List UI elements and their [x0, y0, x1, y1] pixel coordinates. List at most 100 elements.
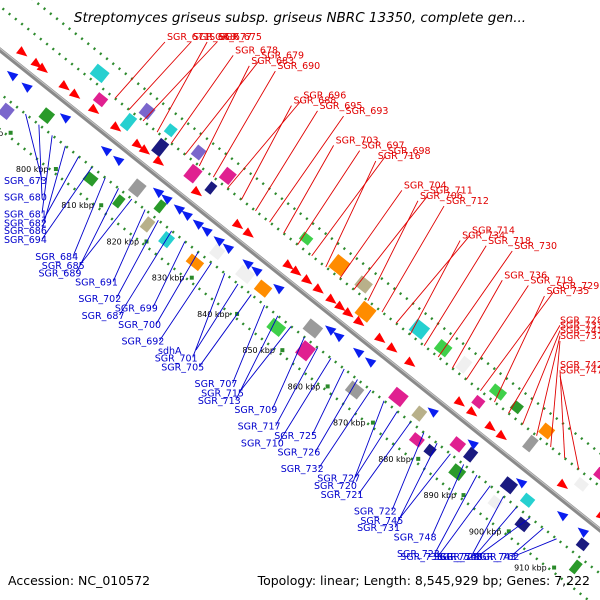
forward-gene-arrow[interactable] — [556, 478, 569, 490]
forward-gene-arrow[interactable] — [282, 259, 294, 270]
reverse-gene-arrow[interactable] — [515, 478, 528, 489]
feature-block[interactable] — [253, 279, 273, 298]
forward-gene-label[interactable]: SGR_697 — [362, 141, 405, 152]
forward-gene-arrow[interactable] — [595, 510, 600, 520]
reverse-gene-arrow[interactable] — [161, 194, 173, 205]
reverse-gene-arrow[interactable] — [557, 510, 569, 522]
forward-gene-label[interactable]: SGR_703 — [336, 135, 379, 146]
feature-block[interactable] — [455, 355, 473, 374]
reverse-gene-arrow[interactable] — [21, 82, 33, 93]
feature-block[interactable] — [82, 170, 99, 187]
reverse-gene-label[interactable]: SGR_715 — [201, 388, 244, 399]
reverse-gene-arrow[interactable] — [242, 259, 254, 270]
forward-gene-arrow[interactable] — [386, 342, 398, 353]
reverse-gene-label[interactable]: SGR_701 — [155, 353, 198, 364]
forward-gene-arrow[interactable] — [190, 185, 203, 197]
forward-gene-label[interactable]: SGR_668 — [193, 32, 236, 43]
feature-block[interactable] — [433, 339, 453, 358]
reverse-gene-label[interactable]: SGR_682 — [4, 219, 47, 230]
reverse-gene-label[interactable]: SGR_680 — [4, 193, 47, 204]
feature-block[interactable] — [185, 253, 205, 272]
reverse-gene-label[interactable]: SGR_756 — [434, 552, 477, 563]
reverse-gene-label[interactable]: SGR_710 — [241, 438, 284, 449]
reverse-gene-label[interactable]: SGR_727 — [317, 473, 360, 484]
feature-block[interactable] — [89, 63, 110, 84]
feature-block[interactable] — [302, 318, 324, 339]
feature-block[interactable] — [354, 300, 377, 323]
forward-gene-label[interactable]: SGR_677 — [209, 32, 252, 43]
feature-block[interactable] — [298, 231, 314, 246]
forward-gene-arrow[interactable] — [242, 227, 254, 238]
feature-block[interactable] — [38, 107, 56, 124]
forward-gene-arrow[interactable] — [87, 103, 100, 115]
feature-block[interactable] — [119, 112, 138, 132]
reverse-gene-label[interactable]: SGR_699 — [115, 303, 158, 314]
forward-gene-arrow[interactable] — [325, 293, 337, 304]
feature-block[interactable] — [0, 102, 15, 120]
feature-block[interactable] — [163, 123, 178, 138]
reverse-gene-label[interactable]: SGR_681 — [4, 209, 47, 220]
forward-gene-arrow[interactable] — [30, 57, 42, 69]
forward-gene-label[interactable]: SGR_716 — [378, 151, 421, 162]
forward-gene-arrow[interactable] — [231, 218, 244, 230]
reverse-gene-label[interactable]: SGR_720 — [314, 481, 357, 492]
reverse-gene-label[interactable]: SGR_732 — [281, 464, 324, 475]
forward-gene-label[interactable]: SGR_741 — [560, 326, 600, 337]
reverse-gene-arrow[interactable] — [59, 113, 72, 124]
forward-gene-label[interactable]: SGR_730 — [514, 241, 557, 252]
feature-block[interactable] — [235, 264, 256, 284]
reverse-gene-label[interactable]: SGR_743 — [473, 552, 516, 563]
forward-gene-label[interactable]: SGR_718 — [488, 236, 531, 247]
feature-block[interactable] — [112, 194, 126, 209]
feature-block[interactable] — [509, 400, 524, 415]
reverse-gene-arrow[interactable] — [100, 146, 113, 157]
reverse-gene-label[interactable]: SGR_745 — [360, 516, 403, 527]
forward-gene-arrow[interactable] — [68, 88, 81, 99]
feature-block[interactable] — [408, 318, 431, 340]
feature-block[interactable] — [499, 476, 519, 495]
forward-gene-arrow[interactable] — [138, 144, 151, 155]
feature-block[interactable] — [139, 216, 156, 233]
reverse-gene-arrow[interactable] — [333, 331, 345, 343]
forward-gene-label[interactable]: SGR_714 — [472, 225, 515, 236]
feature-block[interactable] — [522, 434, 539, 453]
reverse-gene-label[interactable]: SGR_707 — [195, 379, 238, 390]
feature-block[interactable] — [388, 386, 409, 408]
forward-gene-label[interactable]: SGR_693 — [346, 106, 389, 117]
forward-gene-label[interactable]: SGR_675 — [219, 32, 262, 43]
reverse-gene-arrow[interactable] — [353, 347, 365, 359]
feature-block[interactable] — [573, 477, 589, 492]
reverse-gene-label[interactable]: SGR_762 — [477, 552, 520, 563]
forward-gene-label[interactable]: SGR_728 — [560, 315, 600, 326]
reverse-gene-label[interactable]: SGR_717 — [238, 422, 281, 433]
forward-gene-arrow[interactable] — [453, 396, 465, 407]
feature-block[interactable] — [462, 446, 479, 463]
forward-gene-label[interactable]: SGR_696 — [303, 90, 346, 101]
feature-block[interactable] — [153, 199, 167, 214]
feature-block[interactable] — [487, 494, 504, 511]
reverse-gene-arrow[interactable] — [427, 407, 439, 418]
reverse-gene-arrow[interactable] — [192, 219, 205, 230]
forward-gene-arrow[interactable] — [16, 46, 28, 57]
forward-gene-label[interactable]: SGR_711 — [430, 186, 473, 197]
reverse-gene-label[interactable]: SGR_740 — [440, 552, 483, 563]
feature-block[interactable] — [538, 422, 556, 440]
forward-gene-arrow[interactable] — [36, 62, 48, 74]
reverse-gene-label[interactable]: SGR_700 — [118, 320, 161, 331]
feature-block[interactable] — [218, 166, 237, 185]
forward-gene-label[interactable]: SGR_712 — [446, 196, 489, 207]
feature-block[interactable] — [204, 181, 218, 195]
reverse-gene-label[interactable]: SGR_689 — [39, 268, 82, 279]
feature-block[interactable] — [519, 492, 536, 508]
reverse-gene-arrow[interactable] — [251, 266, 263, 277]
reverse-gene-arrow[interactable] — [6, 70, 19, 82]
feature-block[interactable] — [514, 516, 531, 533]
reverse-gene-label[interactable]: SGR_713 — [198, 396, 241, 407]
feature-block[interactable] — [266, 317, 287, 337]
reverse-gene-label[interactable]: SGR_694 — [4, 235, 47, 246]
reverse-gene-arrow[interactable] — [325, 325, 337, 336]
forward-gene-arrow[interactable] — [374, 332, 386, 343]
forward-gene-arrow[interactable] — [152, 155, 165, 166]
feature-block[interactable] — [354, 275, 373, 294]
